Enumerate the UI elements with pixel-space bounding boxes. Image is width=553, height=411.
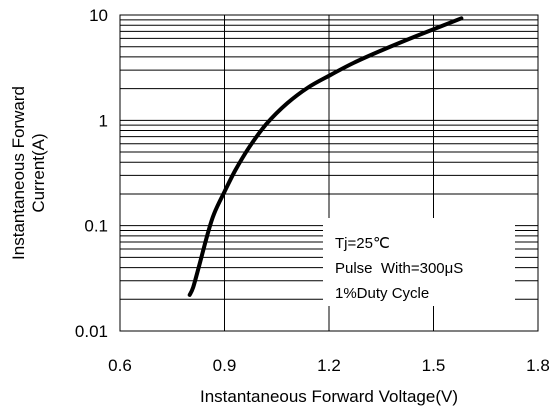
x-axis-title: Instantaneous Forward Voltage(V) [200,387,458,406]
x-tick-label: 0.9 [213,356,237,375]
series-layer [187,16,464,297]
annotation-duty-cycle: 1%Duty Cycle [335,285,429,302]
y-tick-label: 1 [99,111,108,130]
annotation-box [323,218,515,306]
y-tick-labels: 0.01 0.1 1 10 [75,6,108,341]
y-tick-label: 0.01 [75,322,108,341]
x-tick-labels: 0.6 0.9 1.2 1.5 1.8 [108,356,550,375]
y-axis-title-line-2: Current(A) [29,133,48,212]
forward-current-curve [187,16,464,297]
y-axis-title-line-1: Instantaneous Forward [9,86,28,260]
y-tick-label: 0.1 [84,217,108,236]
x-tick-label: 1.2 [317,356,341,375]
annotation-pulse: Pulse With=300μS [335,260,463,277]
grid-lines [120,15,538,331]
x-tick-label: 1.8 [526,356,550,375]
plot-frame [119,14,539,332]
annotation-temperature: Tj=25℃ [335,235,390,252]
x-tick-label: 0.6 [108,356,132,375]
x-tick-label: 1.5 [422,356,446,375]
y-tick-label: 10 [89,6,108,25]
